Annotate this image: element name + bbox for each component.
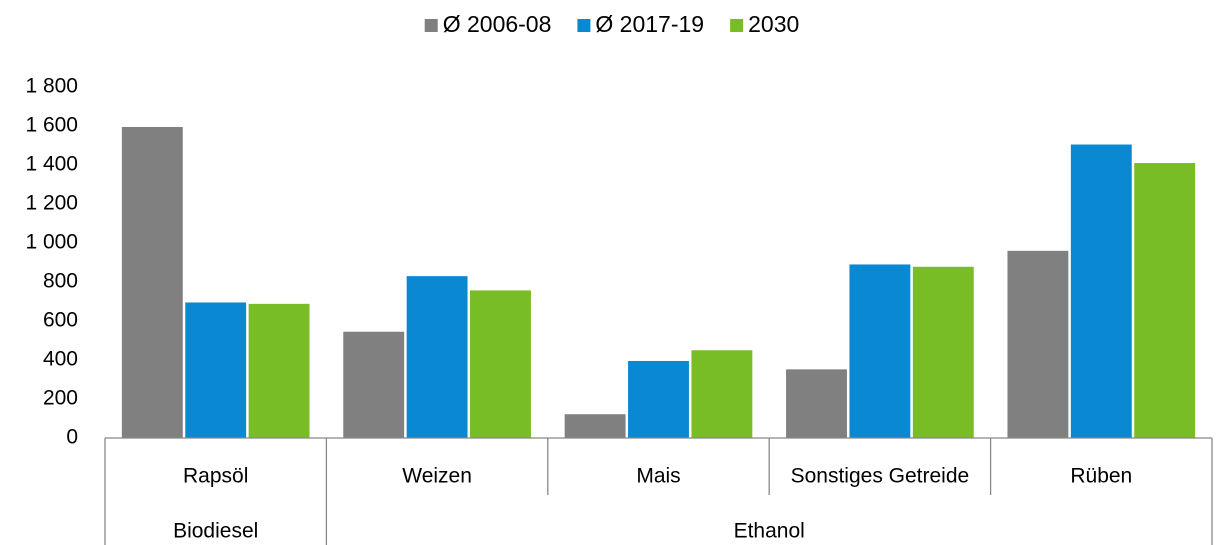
bar — [248, 303, 310, 438]
bar — [185, 302, 247, 438]
x-tick-label: Rüben — [1070, 465, 1132, 488]
legend-label: Ø 2006-08 — [443, 11, 552, 37]
bar — [1134, 163, 1196, 439]
legend-swatch — [577, 19, 591, 32]
group-label: Biodiesel — [173, 520, 258, 543]
y-tick-label: 1 600 — [25, 114, 78, 137]
legend-label: 2030 — [748, 11, 799, 37]
bar — [406, 276, 468, 438]
bar — [849, 264, 911, 438]
y-tick-label: 1 000 — [25, 231, 78, 254]
bar — [470, 290, 531, 438]
bar — [1007, 250, 1069, 438]
y-tick-label: 400 — [43, 348, 78, 371]
x-tick-label: Rapsöl — [183, 465, 248, 488]
bar — [628, 360, 689, 438]
bar — [343, 331, 405, 438]
bar — [121, 126, 183, 438]
bar — [564, 414, 626, 438]
y-tick-label: 1 200 — [25, 192, 78, 215]
legend-swatch — [730, 19, 744, 32]
y-tick-label: 200 — [43, 387, 78, 410]
y-tick-label: 1 800 — [25, 75, 78, 98]
bar — [691, 350, 753, 438]
bar — [786, 369, 847, 438]
y-tick-label: 600 — [43, 309, 78, 332]
bar — [912, 266, 974, 438]
y-tick-label: 0 — [66, 426, 78, 449]
group-label: Ethanol — [734, 520, 805, 543]
x-tick-label: Mais — [636, 465, 680, 488]
y-tick-label: 1 400 — [25, 153, 78, 176]
bar — [1070, 144, 1132, 438]
legend-label: Ø 2017-19 — [595, 11, 704, 37]
x-tick-label: Weizen — [402, 465, 472, 488]
x-tick-label: Sonstiges Getreide — [791, 465, 970, 488]
y-tick-label: 800 — [43, 270, 78, 293]
legend-swatch — [424, 19, 438, 32]
